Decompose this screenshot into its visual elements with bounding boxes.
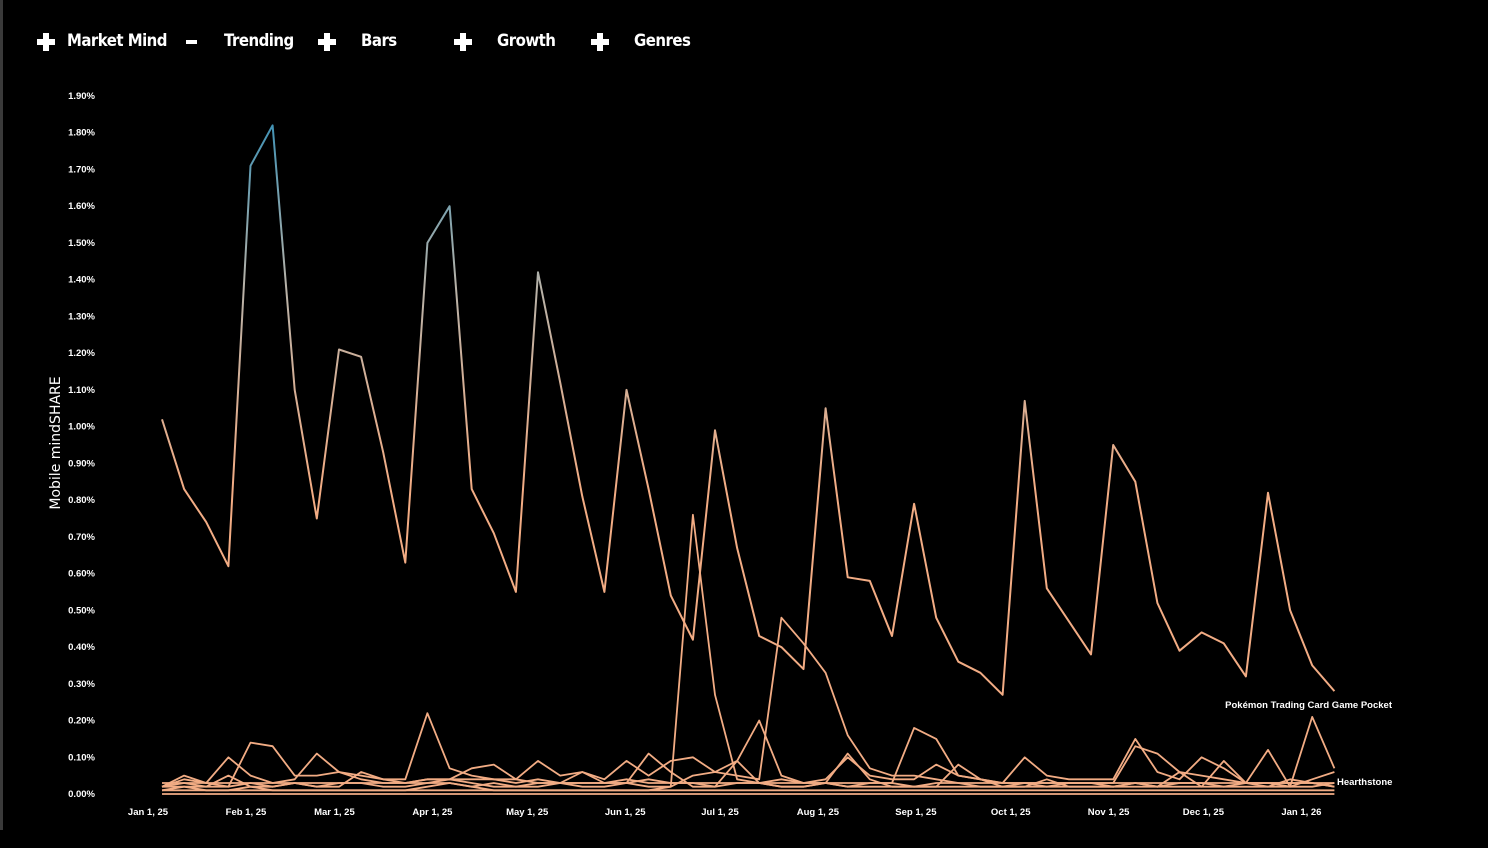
x-axis-ticks: Jan 1, 25 Feb 1, 25 Mar 1, 25 Apr 1, 25 May …	[128, 807, 1322, 818]
y-tick-label: 1.10%	[68, 385, 95, 396]
plus-icon	[317, 27, 341, 55]
nav-label-trending: Trending	[224, 31, 294, 51]
y-tick-label: 1.00%	[68, 422, 95, 433]
y-tick-label: 0.10%	[68, 752, 95, 763]
x-tick-label: Oct 1, 25	[991, 807, 1031, 818]
y-tick-label: 1.30%	[68, 311, 95, 322]
plus-icon	[590, 27, 614, 55]
nav-genres[interactable]: Genres	[590, 26, 698, 56]
series-line	[161, 719, 1335, 788]
x-tick-label: Jan 1, 25	[128, 807, 169, 818]
x-tick-label: Feb 1, 25	[226, 807, 267, 818]
series-line	[162, 778, 1335, 788]
x-tick-label: Mar 1, 25	[314, 807, 355, 818]
y-tick-label: 1.60%	[68, 201, 95, 212]
series-line	[161, 124, 1336, 696]
y-tick-label: 1.90%	[68, 91, 95, 102]
series-line	[162, 513, 1336, 792]
nav-label-genres: Genres	[634, 31, 691, 51]
y-tick-label: 0.80%	[68, 495, 95, 506]
plus-icon	[453, 27, 477, 55]
nav-label-bars: Bars	[361, 31, 397, 51]
x-tick-label: Dec 1, 25	[1183, 807, 1225, 818]
series-line	[161, 616, 1335, 788]
y-tick-label: 0.90%	[68, 458, 95, 469]
y-tick-label: 1.80%	[68, 128, 95, 139]
series-end-label: Pokémon Trading Card Game Pocket	[1225, 700, 1393, 711]
y-tick-label: 0.60%	[68, 569, 95, 580]
y-tick-label: 1.20%	[68, 348, 95, 359]
y-tick-label: 0.70%	[68, 532, 95, 543]
y-tick-label: 1.50%	[68, 238, 95, 249]
x-tick-label: Aug 1, 25	[797, 807, 840, 818]
x-tick-label: Jul 1, 25	[701, 807, 739, 818]
y-tick-label: 1.40%	[68, 275, 95, 286]
x-tick-label: Jun 1, 25	[605, 807, 646, 818]
nav-market-mind[interactable]: Market Mind	[36, 26, 181, 56]
nav-trending[interactable]: Trending	[181, 26, 303, 56]
x-tick-label: May 1, 25	[506, 807, 549, 818]
nav-label-growth: Growth	[497, 31, 556, 51]
y-tick-label: 0.40%	[68, 642, 95, 653]
series-lines	[161, 124, 1336, 795]
y-tick-label: 0.00%	[68, 789, 95, 800]
x-tick-label: Nov 1, 25	[1088, 807, 1130, 818]
left-edge-divider	[0, 0, 3, 830]
x-tick-label: Jan 1, 26	[1281, 807, 1321, 818]
y-tick-label: 0.50%	[68, 605, 95, 616]
x-tick-label: Apr 1, 25	[412, 807, 453, 818]
series-end-label: Hearthstone	[1337, 777, 1392, 788]
nav-bars[interactable]: Bars	[317, 26, 402, 56]
y-tick-label: 0.30%	[68, 679, 95, 690]
x-tick-label: Sep 1, 25	[895, 807, 937, 818]
y-tick-label: 0.20%	[68, 716, 95, 727]
nav-label-market-mind: Market Mind	[67, 31, 168, 51]
y-axis-label: Mobile mindSHARE	[48, 376, 64, 509]
series-end-labels: Pokémon Trading Card Game Pocket Hearthst…	[1225, 700, 1393, 788]
y-axis-ticks: 0.00% 0.10% 0.20% 0.30% 0.40% 0.50% 0.60% 0.70%…	[68, 91, 95, 800]
minus-icon	[181, 27, 205, 55]
plus-icon	[36, 27, 60, 55]
series-line	[161, 712, 1335, 788]
nav-growth[interactable]: Growth	[453, 26, 563, 56]
y-tick-label: 1.70%	[68, 165, 95, 176]
